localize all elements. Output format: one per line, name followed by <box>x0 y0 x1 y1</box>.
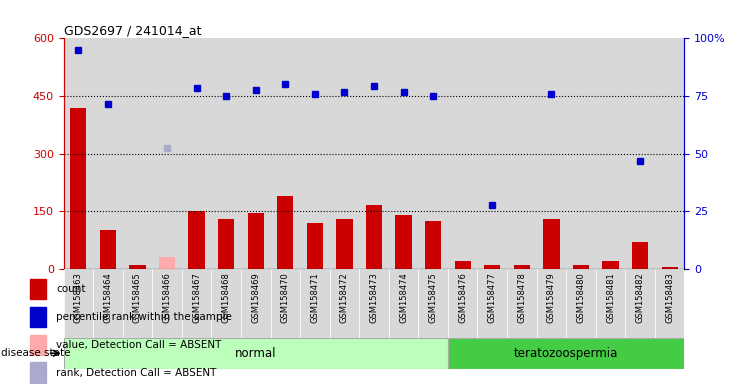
Bar <box>182 38 212 269</box>
Bar <box>330 38 359 269</box>
Bar <box>129 265 146 269</box>
Bar <box>241 38 271 269</box>
Bar <box>477 269 507 338</box>
Bar <box>307 223 323 269</box>
Text: GSM158467: GSM158467 <box>192 272 201 323</box>
Bar <box>359 269 389 338</box>
Text: GSM158473: GSM158473 <box>370 272 378 323</box>
Text: disease state: disease state <box>1 348 71 358</box>
Bar <box>477 38 507 269</box>
Bar <box>418 38 448 269</box>
Bar <box>300 269 330 338</box>
Text: GSM158475: GSM158475 <box>429 272 438 323</box>
Bar <box>625 38 654 269</box>
Bar <box>94 269 123 338</box>
Text: teratozoospermia: teratozoospermia <box>514 347 619 360</box>
Bar <box>595 269 625 338</box>
Text: GSM158474: GSM158474 <box>399 272 408 323</box>
Bar <box>30 334 46 355</box>
Bar <box>573 265 589 269</box>
Text: GDS2697 / 241014_at: GDS2697 / 241014_at <box>64 24 201 37</box>
Bar <box>389 38 418 269</box>
Bar <box>64 269 94 338</box>
Bar <box>123 269 153 338</box>
Bar <box>536 38 566 269</box>
Bar <box>595 38 625 269</box>
Bar <box>330 269 359 338</box>
Bar <box>123 38 153 269</box>
Bar <box>271 38 300 269</box>
Text: GSM158471: GSM158471 <box>310 272 319 323</box>
Text: GSM158482: GSM158482 <box>636 272 645 323</box>
Bar <box>654 269 684 338</box>
Text: GSM158468: GSM158468 <box>221 272 230 323</box>
Bar <box>602 261 619 269</box>
Text: count: count <box>56 285 85 295</box>
Bar <box>337 219 352 269</box>
Bar <box>566 38 595 269</box>
Bar <box>566 269 595 338</box>
Text: GSM158476: GSM158476 <box>459 272 468 323</box>
Text: GSM158483: GSM158483 <box>665 272 674 323</box>
Text: GSM158481: GSM158481 <box>606 272 615 323</box>
Bar <box>212 269 241 338</box>
Bar <box>271 269 300 338</box>
Text: normal: normal <box>235 347 277 360</box>
Bar <box>366 205 382 269</box>
Bar <box>64 338 448 369</box>
Bar <box>188 211 205 269</box>
Bar <box>396 215 411 269</box>
Bar <box>484 265 500 269</box>
Bar <box>30 279 46 299</box>
Bar <box>543 219 560 269</box>
Text: GSM158463: GSM158463 <box>74 272 83 323</box>
Bar <box>30 362 46 383</box>
Bar <box>30 306 46 327</box>
Bar <box>70 108 87 269</box>
Bar <box>182 269 212 338</box>
Text: GSM158469: GSM158469 <box>251 272 260 323</box>
Bar <box>448 38 477 269</box>
Bar <box>389 269 418 338</box>
Bar <box>507 38 536 269</box>
Bar <box>455 261 470 269</box>
Bar <box>94 38 123 269</box>
Text: GSM158465: GSM158465 <box>133 272 142 323</box>
Bar <box>359 38 389 269</box>
Text: GSM158472: GSM158472 <box>340 272 349 323</box>
Text: percentile rank within the sample: percentile rank within the sample <box>56 312 232 322</box>
Bar <box>448 269 477 338</box>
Bar <box>248 213 264 269</box>
Bar <box>418 269 448 338</box>
Bar <box>241 269 271 338</box>
Bar <box>153 269 182 338</box>
Bar <box>448 338 684 369</box>
Bar <box>507 269 536 338</box>
Bar <box>632 242 649 269</box>
Bar <box>159 257 175 269</box>
Bar <box>536 269 566 338</box>
Bar <box>278 196 293 269</box>
Bar <box>300 38 330 269</box>
Text: value, Detection Call = ABSENT: value, Detection Call = ABSENT <box>56 340 221 350</box>
Text: rank, Detection Call = ABSENT: rank, Detection Call = ABSENT <box>56 368 216 378</box>
Bar <box>425 221 441 269</box>
Bar <box>654 38 684 269</box>
Bar <box>64 38 94 269</box>
Text: GSM158480: GSM158480 <box>577 272 586 323</box>
Text: GSM158479: GSM158479 <box>547 272 556 323</box>
Bar <box>99 230 116 269</box>
Text: GSM158477: GSM158477 <box>488 272 497 323</box>
Text: GSM158478: GSM158478 <box>518 272 527 323</box>
Bar <box>625 269 654 338</box>
Bar <box>514 265 530 269</box>
Bar <box>153 38 182 269</box>
Text: GSM158470: GSM158470 <box>280 272 289 323</box>
Text: GSM158464: GSM158464 <box>103 272 112 323</box>
Bar <box>661 267 678 269</box>
Bar <box>212 38 241 269</box>
Bar <box>218 219 234 269</box>
Text: GSM158466: GSM158466 <box>162 272 171 323</box>
